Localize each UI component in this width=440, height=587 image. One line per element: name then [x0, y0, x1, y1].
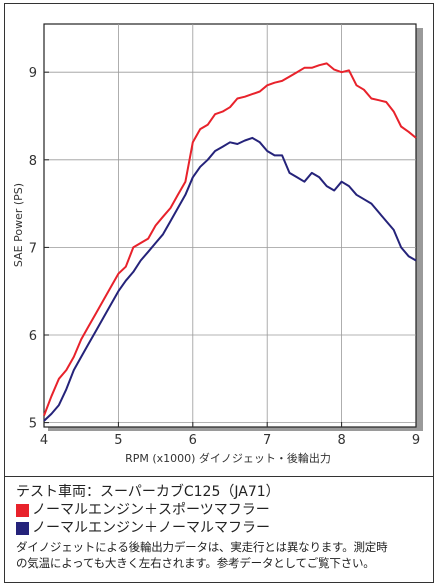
y-tick-label: 9	[29, 66, 37, 81]
legend-item-normal: ノーマルエンジン＋ノーマルマフラー	[16, 519, 434, 537]
test-vehicle-label: テスト車両：スーパーカブC125（JA71）	[16, 484, 280, 500]
x-tick-label: 8	[337, 433, 345, 448]
legend-label-sport: ノーマルエンジン＋スポーツマフラー	[32, 502, 270, 518]
disclaimer-line-1: ダイノジェットによる後輪出力データは、実走行とは異なります。測定時	[16, 540, 388, 554]
y-tick-label: 8	[29, 154, 37, 169]
legend-item-sport: ノーマルエンジン＋スポーツマフラー	[16, 501, 434, 519]
y-tick-label: 7	[29, 241, 37, 256]
y-axis-title: SAE Power (PS)	[12, 183, 25, 267]
legend-label-normal: ノーマルエンジン＋ノーマルマフラー	[32, 520, 270, 536]
x-tick-label: 4	[40, 433, 48, 448]
legend-swatch-normal	[16, 521, 29, 535]
x-axis-title: RPM (x1000) ダイノジェット・後輪出力	[125, 451, 331, 465]
info-panel: テスト車両：スーパーカブC125（JA71） ノーマルエンジン＋スポーツマフラー…	[4, 476, 434, 583]
grid-lines	[44, 24, 416, 427]
series-line-sport-muffler	[43, 62, 417, 416]
series-line-normal-muffler	[43, 136, 417, 422]
y-tick-label: 5	[29, 417, 37, 432]
x-tick-label: 6	[189, 433, 197, 448]
x-tick-label: 9	[412, 433, 420, 448]
x-tick-label: 5	[114, 433, 122, 448]
series-layer	[43, 62, 417, 422]
y-tick-label: 6	[29, 329, 37, 344]
plot-area	[43, 23, 417, 428]
x-tick-label: 7	[263, 433, 271, 448]
disclaimer-note: ダイノジェットによる後輪出力データは、実走行とは異なります。測定時 の気温によっ…	[16, 539, 434, 571]
disclaimer-line-2: の気温によっても大きく左右されます。参考データとしてご覧下さい。	[16, 556, 375, 570]
legend-swatch-sport	[16, 503, 29, 517]
